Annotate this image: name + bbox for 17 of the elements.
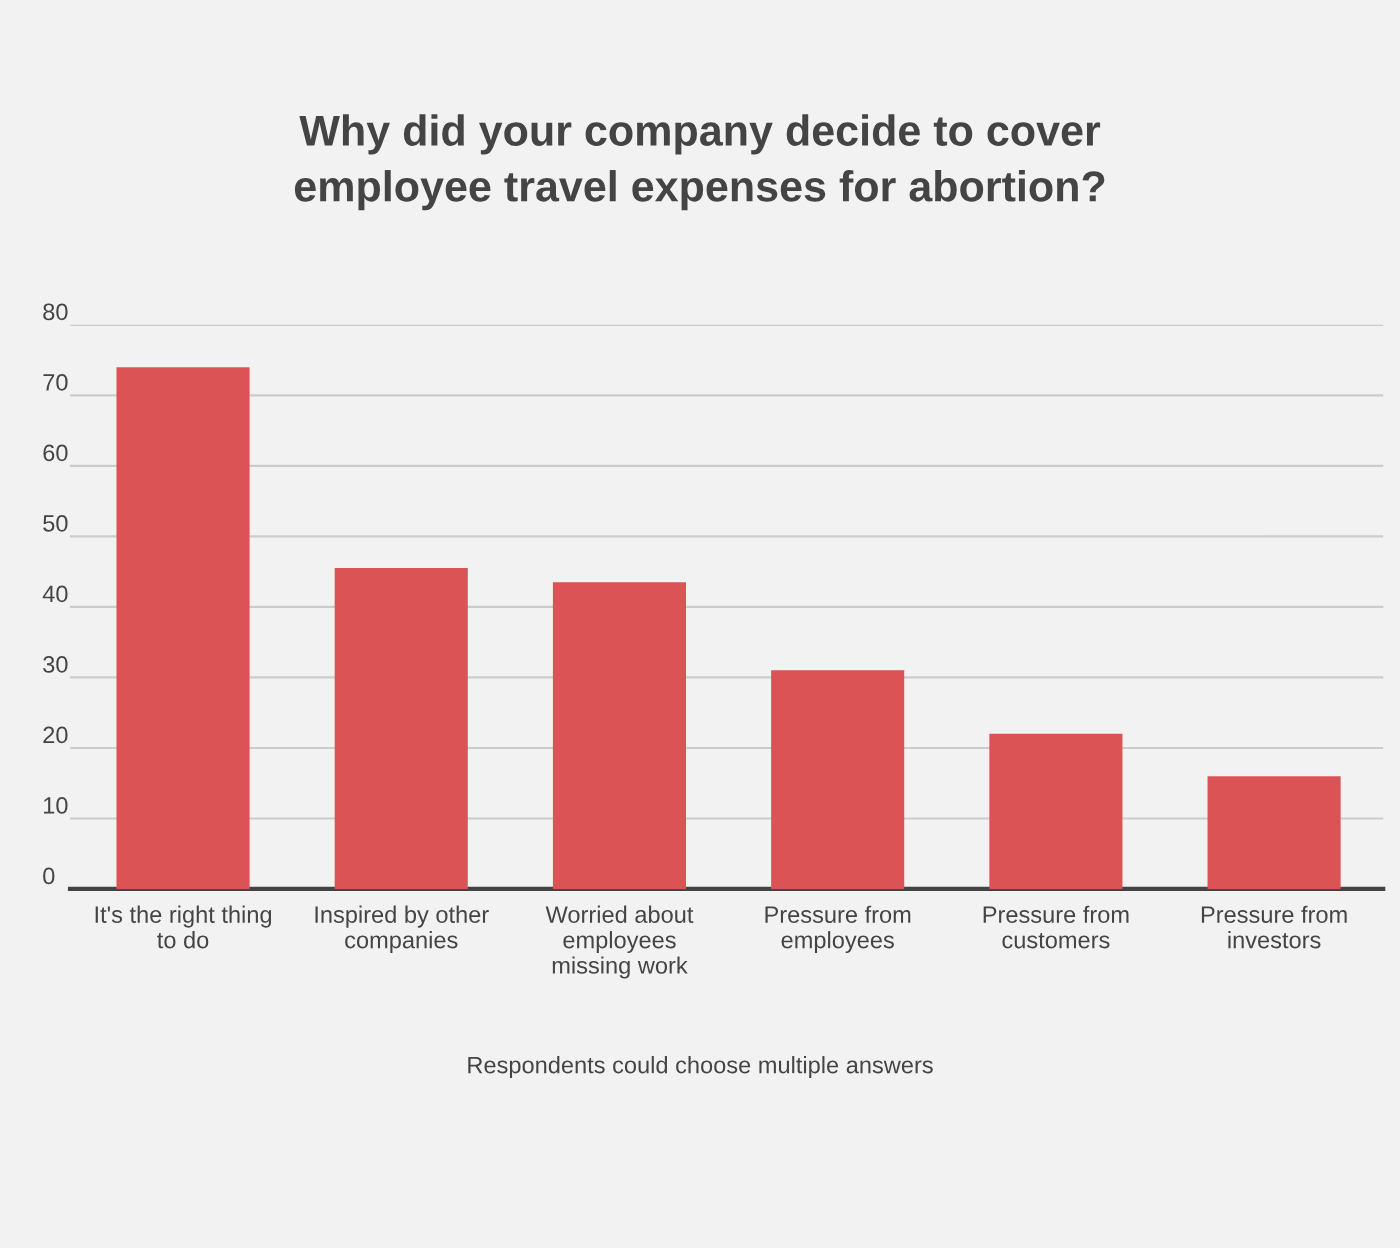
y-tick-label: 40 (42, 585, 68, 603)
y-tick-label: 50 (43, 515, 68, 532)
x-tick-label: It's the right thing to do (95, 905, 272, 949)
chart-title: Why did your company decide to cover employee travel expenses for abortion? (294, 114, 1105, 211)
y-tick-label: 60 (43, 444, 68, 462)
x-tick-label: Pressure from customers (983, 905, 1129, 949)
x-tick-label: Inspired by other companies (315, 905, 489, 954)
x-tick-label: Pressure from investors (1201, 905, 1347, 949)
y-tick-label: 0 (43, 867, 55, 885)
text: Respondents could choose multiple answers (468, 1056, 933, 1079)
y-tick-label: 70 (43, 373, 68, 391)
y-tick-label: 80 (43, 303, 68, 321)
y-tick-label: 20 (43, 726, 68, 744)
y-tick-label: 30 (43, 656, 68, 673)
y-tick-label: 10 (44, 797, 68, 814)
x-tick-label: Pressure from employees (765, 905, 911, 954)
x-tick-label: Worried about employees missing work (545, 905, 694, 979)
